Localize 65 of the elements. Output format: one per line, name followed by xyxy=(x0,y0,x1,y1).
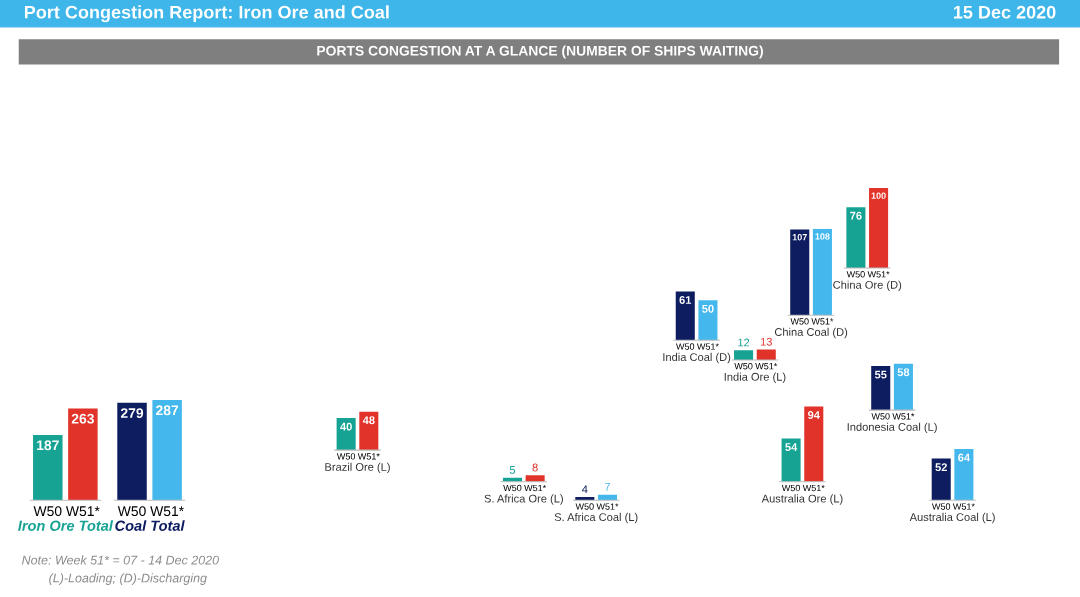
x-axis-title: China Coal (D) xyxy=(774,327,848,339)
x-axis-title: S. Africa Coal (L) xyxy=(554,512,638,524)
text: Port Congestion Report: Iron Ore and Coal xyxy=(24,5,389,23)
data-label: 64 xyxy=(958,453,971,462)
x-tick-label: W50 xyxy=(117,506,146,517)
data-label: 279 xyxy=(120,408,144,418)
x-axis-title: Australia Coal (L) xyxy=(909,512,995,524)
data-label: 187 xyxy=(37,440,59,451)
data-label: 76 xyxy=(850,211,862,220)
data-label: 50 xyxy=(702,304,714,313)
data-label: 107 xyxy=(792,234,807,241)
x-tick-label: W51* xyxy=(802,484,825,492)
x-tick-label: W51* xyxy=(150,506,184,517)
x-tick-label: W50 xyxy=(931,503,951,510)
x-axis-title: S. Africa Ore (L) xyxy=(484,494,563,505)
x-tick-label: W50 xyxy=(781,484,801,492)
data-label: 40 xyxy=(340,422,352,431)
x-tick-label: W51* xyxy=(867,271,890,278)
text: 15 Dec 2020 xyxy=(953,5,1056,19)
x-tick-label: W51* xyxy=(892,413,915,420)
x-tick-label: W50 xyxy=(790,318,809,325)
x-tick-label: W50 xyxy=(503,484,522,492)
data-label: 58 xyxy=(897,368,910,377)
x-axis-title: Brazil Ore (L) xyxy=(325,462,390,474)
x-tick-label: W51* xyxy=(596,503,619,510)
data-label: 52 xyxy=(935,463,947,472)
data-label: 8 xyxy=(532,463,538,472)
data-label: 263 xyxy=(71,413,94,424)
x-axis-title: Indonesia Coal (L) xyxy=(847,422,937,434)
x-tick-label: W51* xyxy=(524,484,547,492)
text: Note: Week 51* = 07 - 14 Dec 2020 xyxy=(21,555,219,565)
data-label: 7 xyxy=(604,482,611,491)
x-tick-label: W51* xyxy=(696,343,719,350)
x-axis-title: Coal Total xyxy=(115,520,185,531)
data-label: 108 xyxy=(815,233,830,240)
x-axis-title: India Ore (L) xyxy=(724,372,786,383)
x-tick-label: W51* xyxy=(755,363,778,370)
x-tick-label: W50 xyxy=(871,413,890,420)
data-label: 100 xyxy=(871,192,886,199)
data-label: 13 xyxy=(760,337,772,346)
x-tick-label: W50 xyxy=(846,271,865,278)
x-tick-label: W51* xyxy=(65,506,100,517)
x-tick-label: W51* xyxy=(952,503,975,510)
x-tick-label: W50 xyxy=(33,506,62,517)
data-label: 61 xyxy=(679,296,692,304)
x-axis-title: Iron Ore Total xyxy=(18,520,114,531)
x-axis-title: China Ore (D) xyxy=(833,280,902,291)
text: (L)-Loading; (D)-Discharging xyxy=(49,573,207,585)
x-tick-label: W50 xyxy=(575,503,594,510)
data-label: 55 xyxy=(874,370,887,379)
data-label: 4 xyxy=(581,485,588,494)
data-label: 94 xyxy=(807,411,820,419)
data-label: 48 xyxy=(362,416,375,425)
data-label: 12 xyxy=(738,338,750,347)
x-tick-label: W50 xyxy=(734,363,753,370)
x-tick-label: W51* xyxy=(811,318,834,325)
data-label: 287 xyxy=(156,405,179,416)
text: PORTS CONGESTION AT A GLANCE (NUMBER OF SHIPS WAITING) xyxy=(317,45,763,59)
data-label: 5 xyxy=(509,466,516,474)
x-tick-label: W50 xyxy=(336,453,356,460)
data-label: 54 xyxy=(785,443,798,451)
x-axis-title: Australia Ore (L) xyxy=(761,494,843,505)
x-axis-title: India Coal (D) xyxy=(663,352,731,364)
x-tick-label: W50 xyxy=(676,343,695,350)
x-tick-label: W51* xyxy=(357,453,380,460)
